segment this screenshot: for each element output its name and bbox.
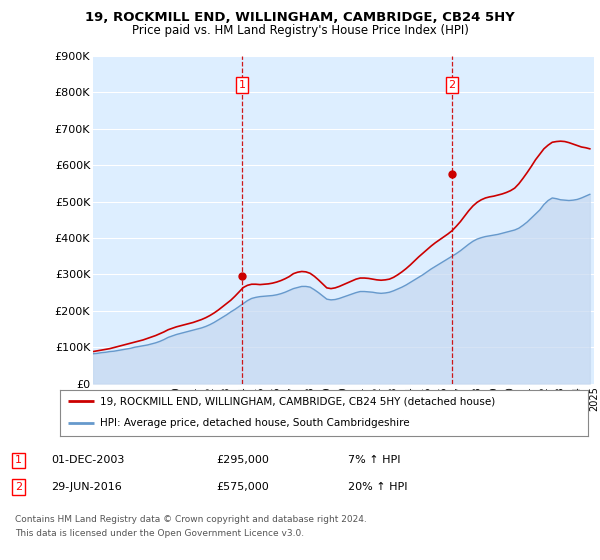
Text: 2: 2 — [15, 482, 22, 492]
Text: Contains HM Land Registry data © Crown copyright and database right 2024.: Contains HM Land Registry data © Crown c… — [15, 515, 367, 524]
Text: 20% ↑ HPI: 20% ↑ HPI — [348, 482, 407, 492]
Text: 1: 1 — [15, 455, 22, 465]
Text: 1: 1 — [238, 80, 245, 90]
Text: HPI: Average price, detached house, South Cambridgeshire: HPI: Average price, detached house, Sout… — [100, 418, 409, 428]
Text: 19, ROCKMILL END, WILLINGHAM, CAMBRIDGE, CB24 5HY: 19, ROCKMILL END, WILLINGHAM, CAMBRIDGE,… — [85, 11, 515, 24]
Text: This data is licensed under the Open Government Licence v3.0.: This data is licensed under the Open Gov… — [15, 529, 304, 538]
Text: 19, ROCKMILL END, WILLINGHAM, CAMBRIDGE, CB24 5HY (detached house): 19, ROCKMILL END, WILLINGHAM, CAMBRIDGE,… — [100, 396, 495, 406]
Text: 2: 2 — [448, 80, 455, 90]
Text: £575,000: £575,000 — [216, 482, 269, 492]
Text: Price paid vs. HM Land Registry's House Price Index (HPI): Price paid vs. HM Land Registry's House … — [131, 24, 469, 36]
Text: 7% ↑ HPI: 7% ↑ HPI — [348, 455, 401, 465]
Text: £295,000: £295,000 — [216, 455, 269, 465]
Text: 01-DEC-2003: 01-DEC-2003 — [51, 455, 124, 465]
Text: 29-JUN-2016: 29-JUN-2016 — [51, 482, 122, 492]
